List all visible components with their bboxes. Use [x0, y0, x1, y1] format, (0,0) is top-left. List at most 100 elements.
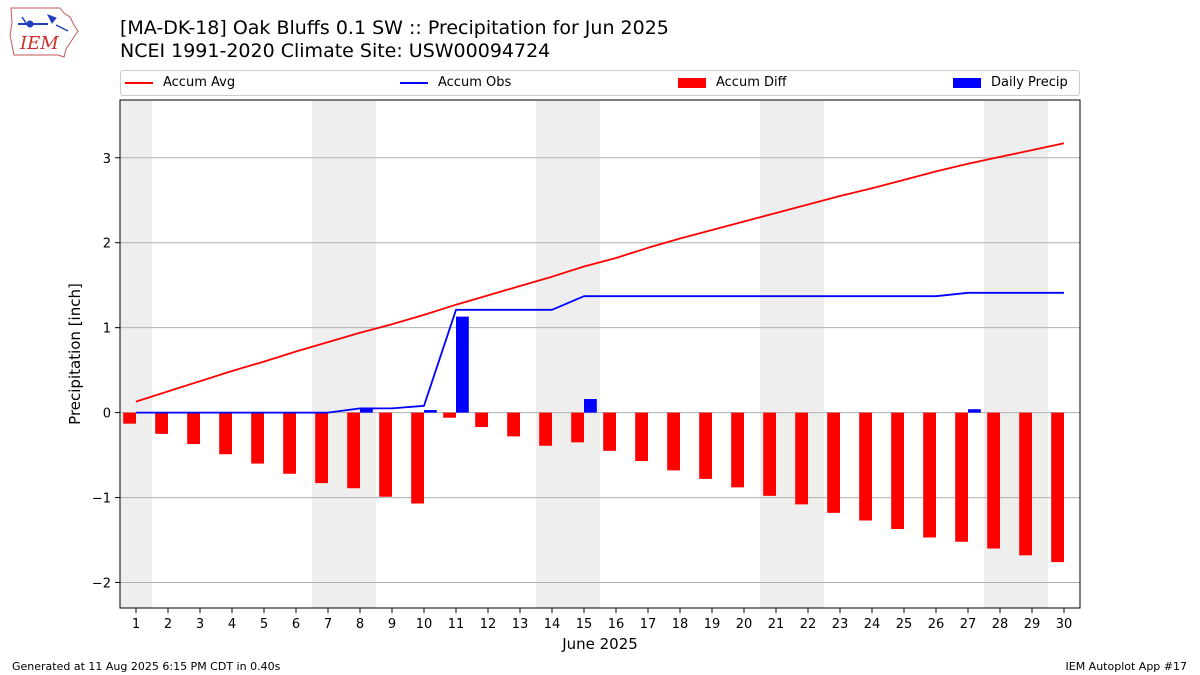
accum-diff-bar-21 — [763, 412, 776, 496]
x-tick-label: 6 — [292, 617, 300, 632]
legend-item-accum-obs: Accum Obs — [400, 74, 511, 92]
x-tick-label: 21 — [768, 617, 785, 632]
x-tick-label: 28 — [992, 617, 1009, 632]
accum-diff-bar-3 — [187, 412, 200, 445]
accum-diff-bar-16 — [603, 412, 616, 451]
accum-diff-bar-18 — [667, 412, 680, 471]
legend-item-accum-avg: Accum Avg — [125, 74, 235, 92]
x-tick-label: 12 — [480, 617, 497, 632]
accum-diff-bar-20 — [731, 412, 744, 488]
accum-diff-bar-25 — [891, 412, 904, 529]
daily-precip-bar-11 — [456, 316, 469, 413]
legend-swatch-accum-obs — [400, 81, 428, 84]
daily-precip-bar-15 — [584, 399, 597, 413]
x-tick-label: 25 — [896, 617, 913, 632]
iowa-outline — [9, 7, 79, 58]
accum-avg-line — [135, 142, 1065, 403]
accum-diff-bar-24 — [859, 412, 872, 521]
weekend-band-4 — [760, 100, 824, 608]
x-tick-label: 16 — [608, 617, 625, 632]
accum-diff-bar-11 — [443, 412, 456, 418]
y-tick-label: 1 — [103, 322, 111, 337]
accum-diff-bar-6 — [283, 412, 296, 474]
accum-diff-bar-9 — [379, 412, 392, 497]
accum-diff-bar-1 — [123, 412, 136, 424]
iem-logo: IEM — [9, 7, 79, 58]
x-tick-label: 1 — [132, 617, 140, 632]
y-tick-label: 0 — [103, 407, 111, 422]
legend-swatch-daily-precip — [953, 77, 981, 88]
y-tick-label: −1 — [92, 492, 111, 507]
y-tick-label: 2 — [103, 237, 111, 252]
x-tick-label: 10 — [416, 617, 433, 632]
x-tick-label: 5 — [260, 617, 268, 632]
plot-frame — [119, 99, 1081, 609]
accum-diff-bar-7 — [315, 412, 328, 484]
x-tick-label: 14 — [544, 617, 561, 632]
accum-diff-bar-30 — [1051, 412, 1064, 563]
accum-diff-bar-4 — [219, 412, 232, 455]
x-tick-label: 22 — [800, 617, 817, 632]
weather-station-icon — [18, 14, 69, 32]
weekend-band-1 — [120, 100, 152, 608]
x-tick-label: 8 — [356, 617, 364, 632]
legend-label-accum-obs: Accum Obs — [438, 75, 512, 90]
chart-title: [MA-DK-18] Oak Bluffs 0.1 SW :: Precipit… — [120, 17, 669, 39]
x-tick-label: 19 — [704, 617, 721, 632]
accum-diff-bar-17 — [635, 412, 648, 462]
weekend-band-2 — [312, 100, 376, 608]
legend-swatch-accum-diff — [678, 77, 706, 88]
x-tick-label: 23 — [832, 617, 849, 632]
accum-diff-bar-2 — [155, 412, 168, 434]
legend-item-daily-precip: Daily Precip — [953, 74, 1068, 92]
x-tick-label: 27 — [960, 617, 977, 632]
x-tick-label: 30 — [1056, 617, 1073, 632]
accum-diff-bar-23 — [827, 412, 840, 513]
legend-swatch-accum-avg — [125, 81, 153, 84]
accum-diff-bar-19 — [699, 412, 712, 479]
x-tick-label: 3 — [196, 617, 204, 632]
legend-label-daily-precip: Daily Precip — [991, 75, 1068, 90]
accum-diff-bar-26 — [923, 412, 936, 538]
accum-obs-line — [136, 291, 1064, 414]
x-tick-label: 9 — [388, 617, 396, 632]
legend-label-accum-avg: Accum Avg — [163, 75, 236, 90]
accum-diff-bar-27 — [955, 412, 968, 542]
footer-generated: Generated at 11 Aug 2025 6:15 PM CDT in … — [12, 660, 281, 673]
accum-diff-bar-12 — [475, 412, 488, 428]
weekend-band-3 — [536, 100, 600, 608]
accum-diff-bar-22 — [795, 412, 808, 505]
x-tick-label: 2 — [164, 617, 172, 632]
x-axis-label: June 2025 — [561, 635, 638, 653]
y-axis-label: Precipitation [inch] — [66, 283, 84, 425]
accum-diff-bar-8 — [347, 412, 360, 489]
accum-diff-bar-15 — [571, 412, 584, 443]
x-tick-label: 7 — [324, 617, 332, 632]
accum-diff-bar-5 — [251, 412, 264, 464]
x-tick-label: 24 — [864, 617, 881, 632]
x-tick-label: 18 — [672, 617, 689, 632]
y-tick-label: 3 — [103, 152, 111, 167]
footer-app: IEM Autoplot App #17 — [1065, 660, 1188, 673]
logo-text: IEM — [19, 33, 59, 54]
x-tick-label: 26 — [928, 617, 945, 632]
x-tick-label: 15 — [576, 617, 593, 632]
daily-precip-bar-27 — [968, 409, 981, 413]
accum-diff-bar-10 — [411, 412, 424, 504]
chart-subtitle: NCEI 1991-2020 Climate Site: USW00094724 — [120, 40, 551, 62]
accum-diff-bar-13 — [507, 412, 520, 437]
x-tick-label: 11 — [448, 617, 465, 632]
accum-diff-bar-29 — [1019, 412, 1032, 556]
accum-diff-bar-28 — [987, 412, 1000, 549]
x-tick-label: 4 — [228, 617, 236, 632]
x-tick-label: 17 — [640, 617, 657, 632]
daily-precip-bar-10 — [424, 410, 437, 413]
legend-label-accum-diff: Accum Diff — [716, 75, 787, 90]
y-tick-label: −2 — [92, 577, 111, 592]
legend: Accum Avg Accum Obs Accum Diff Daily Pre… — [120, 70, 1080, 96]
legend-item-accum-diff: Accum Diff — [678, 74, 787, 92]
daily-precip-bar-8 — [360, 408, 373, 413]
x-tick-label: 29 — [1024, 617, 1041, 632]
x-tick-label: 13 — [512, 617, 529, 632]
